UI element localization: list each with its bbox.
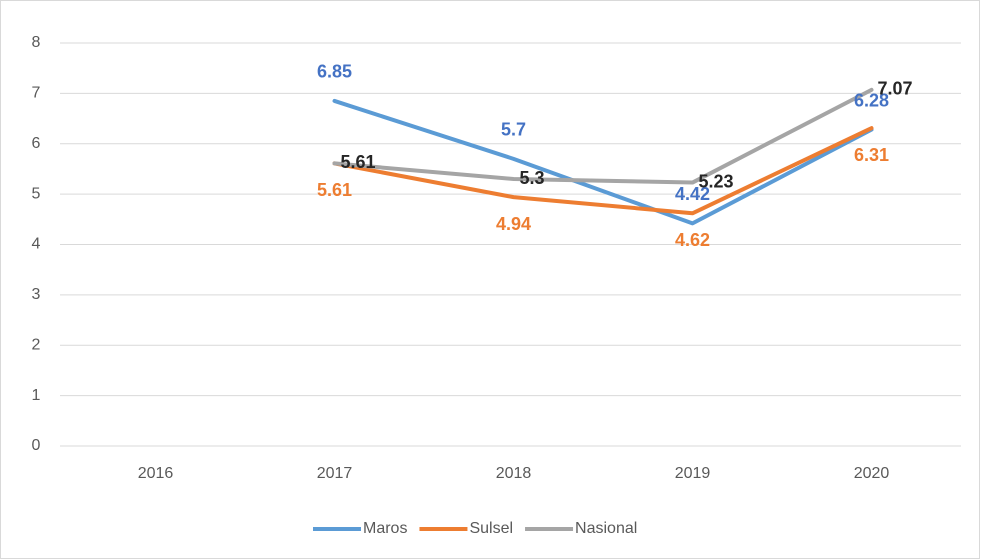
x-tick-label: 2020 [854, 465, 890, 482]
x-tick-label: 2018 [496, 465, 532, 482]
data-label: 4.62 [675, 230, 710, 250]
series-line [332, 126, 874, 216]
series-line [332, 98, 874, 226]
data-label: 7.07 [878, 79, 913, 99]
y-tick-label: 8 [32, 34, 41, 51]
data-label: 6.31 [854, 145, 889, 165]
y-tick-label: 6 [32, 135, 41, 152]
x-tick-label: 2016 [138, 465, 174, 482]
y-tick-label: 2 [32, 336, 41, 353]
data-label: 5.61 [341, 152, 376, 172]
x-tick-label: 2019 [675, 465, 711, 482]
y-tick-label: 4 [32, 236, 41, 253]
data-label: 4.94 [496, 214, 531, 234]
data-label: 4.42 [675, 184, 710, 204]
series-line [332, 87, 874, 185]
y-tick-label: 3 [32, 286, 41, 303]
data-label: 6.28 [854, 90, 889, 110]
data-label: 6.85 [317, 62, 352, 82]
data-label: 5.61 [317, 180, 352, 200]
data-label: 5.23 [699, 171, 734, 191]
legend-label: Nasional [575, 520, 637, 537]
x-tick-label: 2017 [317, 465, 353, 482]
legend-label: Sulsel [469, 520, 513, 537]
y-tick-label: 5 [32, 185, 41, 202]
data-label: 5.7 [501, 120, 526, 140]
data-label: 5.3 [520, 168, 545, 188]
y-tick-label: 0 [32, 437, 41, 454]
y-tick-label: 1 [32, 387, 41, 404]
y-tick-label: 7 [32, 85, 41, 102]
legend-label: Maros [363, 520, 407, 537]
